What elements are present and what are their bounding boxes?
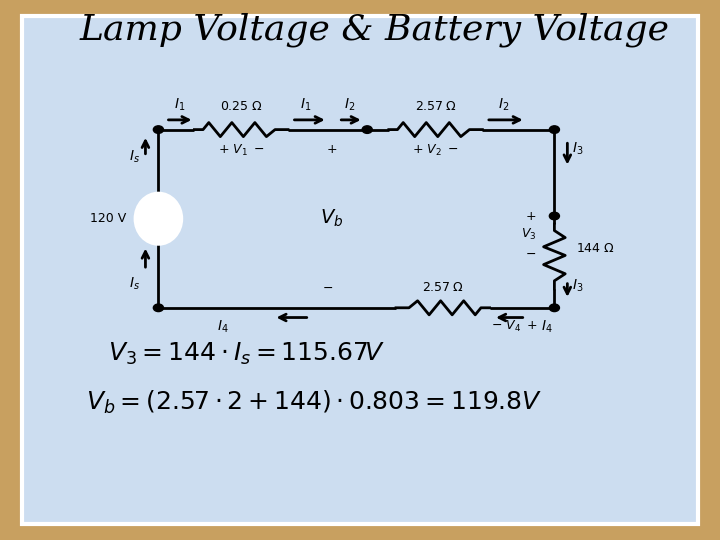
Text: 2.57 $\Omega$: 2.57 $\Omega$ xyxy=(422,281,464,294)
Circle shape xyxy=(362,126,372,133)
Text: 144 $\Omega$: 144 $\Omega$ xyxy=(576,242,615,255)
Text: 0.25 $\Omega$: 0.25 $\Omega$ xyxy=(220,100,262,113)
Text: $I_s$: $I_s$ xyxy=(130,275,140,292)
Text: $I_4$: $I_4$ xyxy=(217,319,229,335)
Text: $I_3$: $I_3$ xyxy=(572,278,584,294)
Text: $I_4$: $I_4$ xyxy=(541,319,553,335)
Text: $-$: $-$ xyxy=(153,226,164,239)
Text: $+$: $+$ xyxy=(153,199,164,212)
Text: $-$: $-$ xyxy=(526,247,536,260)
Text: $V_3 = 144 \cdot I_s = 115.67V$: $V_3 = 144 \cdot I_s = 115.67V$ xyxy=(108,341,384,367)
Text: $I_1$: $I_1$ xyxy=(174,97,186,113)
Text: Lamp Voltage & Battery Voltage: Lamp Voltage & Battery Voltage xyxy=(79,12,670,47)
Text: $+\ V_2\ -$: $+\ V_2\ -$ xyxy=(413,143,459,158)
Circle shape xyxy=(153,126,163,133)
Text: $I_2$: $I_2$ xyxy=(498,97,510,113)
Circle shape xyxy=(549,304,559,312)
Ellipse shape xyxy=(135,193,181,244)
Text: $I_3$: $I_3$ xyxy=(572,140,584,157)
Circle shape xyxy=(549,126,559,133)
Circle shape xyxy=(549,212,559,220)
Text: $V_b$: $V_b$ xyxy=(320,208,343,230)
Text: $I_s$: $I_s$ xyxy=(130,148,140,165)
Text: $+\ V_1\ -$: $+\ V_1\ -$ xyxy=(218,143,264,158)
Text: $+$: $+$ xyxy=(325,143,337,156)
Text: $-$: $-$ xyxy=(322,281,333,294)
Text: $-\ V_4\ +$: $-\ V_4\ +$ xyxy=(492,319,538,334)
Text: $I_1$: $I_1$ xyxy=(300,97,312,113)
Text: $V_b = (2.57 \cdot 2 + 144) \cdot 0.803 = 119.8V$: $V_b = (2.57 \cdot 2 + 144) \cdot 0.803 … xyxy=(86,389,542,416)
Text: 120 V: 120 V xyxy=(90,212,126,225)
Text: 2.57 $\Omega$: 2.57 $\Omega$ xyxy=(415,100,456,113)
Circle shape xyxy=(153,304,163,312)
Text: $+$: $+$ xyxy=(525,210,536,222)
Text: $I_2$: $I_2$ xyxy=(343,97,355,113)
Text: $V_3$: $V_3$ xyxy=(521,227,536,242)
